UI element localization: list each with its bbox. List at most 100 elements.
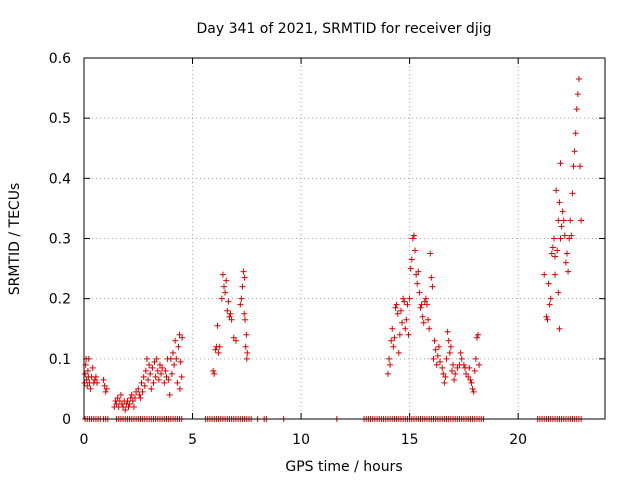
- data-point: [151, 358, 158, 365]
- data-point: [389, 325, 396, 332]
- data-point: [84, 382, 91, 389]
- data-point: [178, 373, 185, 380]
- data-point: [549, 244, 556, 251]
- data-point: [428, 274, 435, 281]
- data-point: [465, 373, 472, 380]
- data-point: [394, 310, 401, 317]
- data-point: [221, 283, 228, 290]
- data-point: [232, 337, 239, 344]
- y-tick-label: 0.2: [49, 292, 71, 308]
- data-point: [216, 343, 223, 350]
- chart-title: Day 341 of 2021, SRMTID for receiver dji…: [197, 21, 492, 37]
- data-point: [392, 304, 399, 311]
- data-point: [92, 373, 99, 380]
- data-point: [238, 295, 245, 302]
- data-point: [399, 319, 406, 326]
- data-point: [552, 271, 559, 278]
- data-point: [443, 355, 450, 362]
- data-point: [122, 406, 129, 413]
- data-point: [173, 355, 180, 362]
- data-point: [471, 367, 478, 374]
- data-point: [212, 346, 219, 353]
- data-point: [138, 379, 145, 386]
- data-point: [472, 355, 479, 362]
- data-point: [410, 232, 417, 239]
- data-point: [414, 280, 421, 287]
- data-point: [553, 187, 560, 194]
- data-point: [420, 319, 427, 326]
- data-point: [175, 343, 182, 350]
- data-point: [543, 313, 550, 320]
- data-point: [83, 376, 90, 383]
- data-point: [165, 376, 172, 383]
- data-point: [417, 304, 424, 311]
- data-point: [242, 343, 249, 350]
- data-point: [174, 379, 181, 386]
- data-point: [419, 313, 426, 320]
- tick-labels: 0 5 10 15 20 0 0.1 0.2 0.3 0.4 0.5 0.6: [49, 51, 527, 448]
- data-point: [89, 364, 96, 371]
- data-point: [230, 334, 237, 341]
- data-point: [416, 289, 423, 296]
- data-point: [435, 343, 442, 350]
- data-point: [559, 208, 566, 215]
- data-point: [129, 397, 136, 404]
- data-point: [555, 217, 562, 224]
- data-point: [168, 370, 175, 377]
- data-point: [391, 334, 398, 341]
- data-point: [541, 271, 548, 278]
- data-point: [103, 385, 110, 392]
- data-point: [545, 280, 552, 287]
- data-points: [81, 76, 585, 422]
- data-point: [405, 331, 412, 338]
- data-point: [445, 337, 452, 344]
- data-point: [422, 295, 429, 302]
- data-point: [475, 331, 482, 338]
- data-point: [387, 361, 394, 368]
- data-point: [150, 379, 157, 386]
- data-point: [404, 301, 411, 308]
- data-point: [117, 391, 124, 398]
- data-point: [560, 217, 567, 224]
- y-tick-label: 0: [62, 412, 71, 428]
- data-point: [102, 388, 109, 395]
- data-point: [429, 283, 436, 290]
- data-point: [237, 301, 244, 308]
- data-point: [547, 295, 554, 302]
- data-point: [146, 361, 153, 368]
- data-point: [457, 349, 464, 356]
- data-point: [430, 355, 437, 362]
- data-point: [546, 301, 553, 308]
- data-point: [552, 253, 559, 260]
- data-point: [223, 277, 230, 284]
- data-point: [162, 367, 169, 374]
- data-point: [476, 361, 483, 368]
- data-point: [427, 250, 434, 257]
- grid: [84, 58, 605, 419]
- data-point: [177, 358, 184, 365]
- data-point: [408, 256, 415, 263]
- data-point: [409, 235, 416, 242]
- data-point: [139, 388, 146, 395]
- data-point: [84, 367, 91, 374]
- data-point: [577, 163, 584, 170]
- data-point: [388, 337, 395, 344]
- data-point: [159, 364, 166, 371]
- data-point: [242, 316, 249, 323]
- x-tick-label: 15: [401, 432, 419, 448]
- data-point: [555, 289, 562, 296]
- data-point: [87, 385, 94, 392]
- data-point: [402, 325, 409, 332]
- data-point: [550, 235, 557, 242]
- data-point: [135, 385, 142, 392]
- data-point: [113, 400, 120, 407]
- plot-frame: [83, 57, 606, 420]
- data-point: [463, 370, 470, 377]
- data-point: [442, 373, 449, 380]
- data-point: [421, 298, 428, 305]
- data-point: [441, 379, 448, 386]
- data-point: [142, 367, 149, 374]
- data-point: [569, 190, 576, 197]
- data-point: [124, 397, 131, 404]
